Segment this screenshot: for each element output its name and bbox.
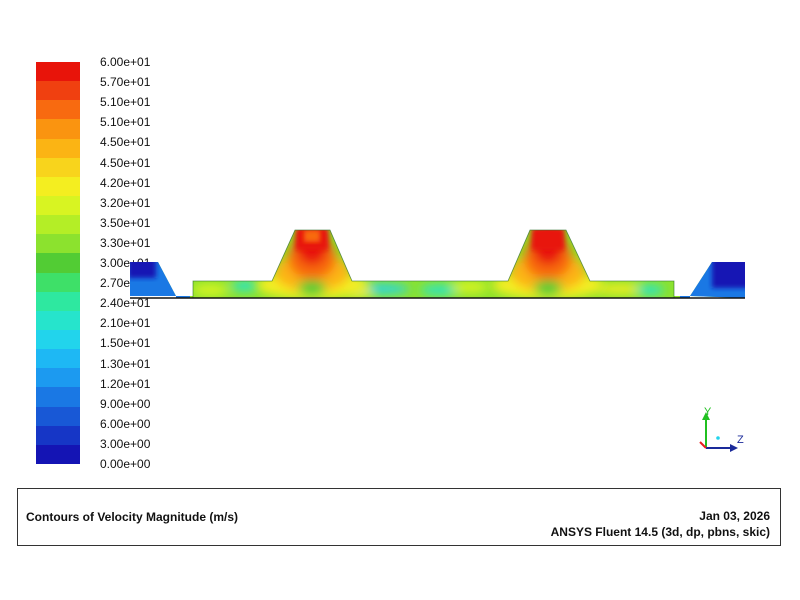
legend-label: 1.30e+01 [100, 356, 151, 371]
legend-label: 2.40e+01 [100, 296, 151, 311]
title-block: Contours of Velocity Magnitude (m/s) Jan… [17, 488, 781, 546]
solver-info: ANSYS Fluent 14.5 (3d, dp, pbns, skic) [550, 525, 770, 539]
plot-title: Contours of Velocity Magnitude (m/s) [26, 510, 239, 524]
legend-swatch [36, 425, 80, 446]
color-legend-bar [36, 62, 80, 465]
legend-swatch [36, 81, 80, 101]
legend-swatch [36, 215, 80, 235]
legend-label: 3.20e+01 [100, 195, 151, 210]
axis-triad: Y Z [699, 406, 744, 452]
legend-swatch [36, 62, 80, 82]
legend-label: 5.70e+01 [100, 75, 151, 90]
legend-swatch [36, 138, 80, 159]
legend-swatch [36, 176, 80, 197]
legend-label: 3.00e+00 [100, 436, 151, 451]
legend-label: 3.50e+01 [100, 215, 151, 230]
legend-swatch [36, 196, 80, 216]
legend-swatch [36, 310, 80, 331]
legend-swatch [36, 368, 80, 388]
legend-swatch [36, 253, 80, 274]
y-axis-label: Y [704, 406, 712, 418]
legend-swatch [36, 234, 80, 254]
legend-swatch [36, 291, 80, 312]
legend-swatch [36, 119, 80, 140]
legend-swatch [36, 330, 80, 350]
legend-label: 1.20e+01 [100, 376, 151, 391]
legend-label: 0.00e+00 [100, 457, 151, 471]
velocity-contour-plot [130, 229, 745, 299]
legend-label: 5.10e+01 [100, 115, 151, 130]
legend-label: 1.50e+01 [100, 336, 151, 351]
legend-label: 4.50e+01 [100, 135, 151, 150]
legend-swatch [36, 387, 80, 408]
legend-label: 6.00e+00 [100, 416, 151, 431]
plot-date: Jan 03, 2026 [699, 509, 770, 523]
legend-swatch [36, 157, 80, 178]
legend-label: 4.50e+01 [100, 155, 151, 170]
legend-swatch [36, 349, 80, 369]
legend-swatch [36, 444, 80, 465]
legend-label: 6.00e+01 [100, 55, 151, 69]
legend-swatch [36, 272, 80, 293]
z-axis-label: Z [737, 434, 744, 446]
legend-label: 4.20e+01 [100, 175, 151, 190]
legend-swatch [36, 406, 80, 427]
legend-swatch [36, 100, 80, 120]
legend-label: 5.10e+01 [100, 95, 151, 110]
legend-label: 2.10e+01 [100, 316, 151, 331]
legend-label: 3.30e+01 [100, 235, 151, 250]
legend-label: 9.00e+00 [100, 396, 151, 411]
x-axis-arrow [699, 441, 707, 449]
